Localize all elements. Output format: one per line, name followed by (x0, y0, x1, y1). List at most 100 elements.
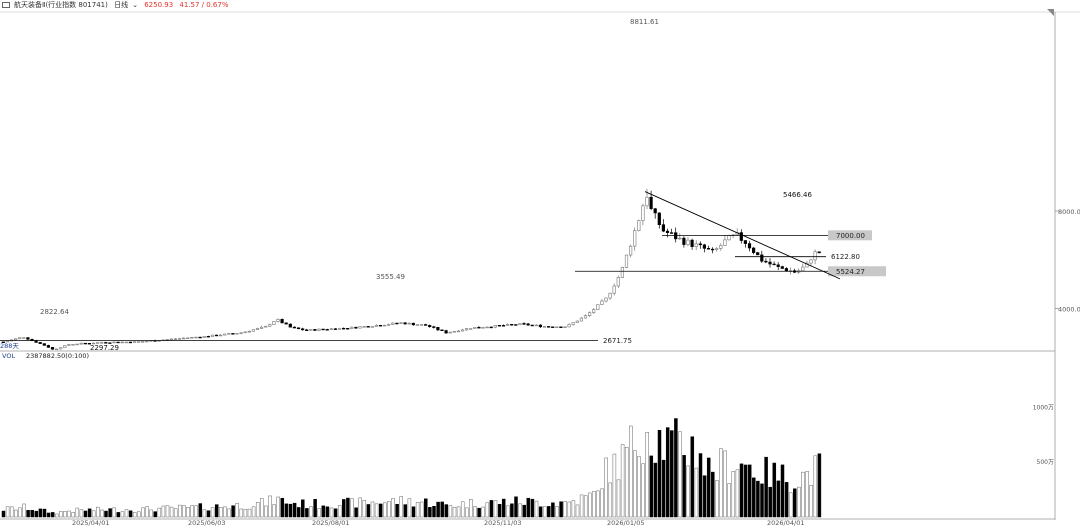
candlesticks (1, 188, 821, 351)
candle-body (583, 315, 588, 319)
volume-bar (592, 491, 596, 518)
time-axis-label: 2025/04/01 (72, 519, 109, 527)
volume-bar (788, 492, 793, 518)
volume-bar (30, 510, 34, 518)
volume-bar (518, 503, 522, 518)
volume-bar (801, 471, 805, 518)
candle-body (784, 268, 788, 272)
candle-body (706, 248, 711, 250)
candle-body (608, 292, 612, 299)
candle-body (575, 320, 579, 323)
volume-bar (604, 457, 608, 518)
candle-body (276, 319, 280, 322)
candle-body (104, 342, 108, 344)
candle-body (710, 248, 715, 251)
volume-bar (723, 450, 727, 518)
candle-body (366, 326, 370, 328)
time-axis-label: 2026/04/01 (767, 519, 804, 527)
candle-body (75, 343, 79, 346)
candle-body (694, 243, 698, 247)
volume-bar (571, 500, 576, 518)
volume-bar (702, 475, 707, 518)
candle-body (567, 324, 571, 328)
candle-body (202, 335, 206, 338)
volume-bar (83, 510, 88, 518)
volume-bar (391, 498, 395, 518)
price-tick-label: 8000.00 (1058, 208, 1080, 216)
volume-bar (42, 508, 47, 518)
price-change: 41.57 / 0.67% (179, 1, 229, 9)
candle-body (723, 239, 727, 246)
volume-bar (784, 482, 789, 518)
candle-body (259, 326, 264, 329)
candle-body (341, 327, 346, 330)
extreme-label: 2297.29 (90, 344, 119, 352)
candle-body (378, 325, 383, 327)
volume-bar (186, 507, 190, 518)
candle-body (251, 329, 256, 332)
volume-bar (510, 503, 514, 518)
volume-bar (497, 504, 502, 518)
volume-bar (805, 471, 809, 518)
candle-body (116, 341, 120, 344)
candle-body (137, 341, 141, 343)
volume-bar (752, 477, 756, 518)
volume-bar (706, 457, 711, 518)
volume-bar (169, 506, 174, 518)
candle-body (415, 324, 420, 326)
level-label: 5524.27 (836, 268, 865, 276)
candle-body (239, 332, 243, 334)
menu-icon[interactable] (2, 2, 10, 8)
candle-body (686, 239, 690, 245)
candle-body (698, 243, 702, 246)
candle-body (96, 342, 100, 344)
volume-bar (223, 506, 227, 518)
volume-bar (711, 471, 715, 518)
volume-bar (321, 505, 326, 518)
candle-body (321, 328, 325, 331)
volume-bar (157, 507, 162, 518)
volume-bar (251, 506, 256, 518)
volume-bar (116, 512, 121, 518)
volume-bar (555, 506, 559, 518)
volume-bar (104, 510, 108, 518)
period-selector[interactable]: 日线 (114, 1, 129, 9)
volume-bar (559, 501, 563, 518)
volume-bar (657, 429, 662, 518)
candle-body (579, 317, 583, 322)
volume-bar (87, 508, 92, 518)
candle-body (284, 322, 288, 325)
volume-bar (579, 494, 584, 518)
volume-bar (214, 504, 219, 518)
volume-bar (522, 504, 526, 518)
volume-bar (239, 508, 244, 518)
volume-bar (485, 502, 490, 518)
candle-body (272, 321, 276, 325)
candle-body (489, 326, 493, 329)
volume-bar (67, 510, 71, 518)
volume-bar (460, 501, 465, 518)
candle-body (768, 261, 772, 265)
volume-bar (50, 512, 55, 518)
volume-bar (395, 503, 399, 518)
volume-bar (358, 497, 362, 518)
volume-bar (768, 486, 772, 518)
volume-bar (440, 501, 444, 518)
volume-bar (219, 506, 223, 518)
candle-body (317, 328, 321, 331)
volume-bar (739, 463, 744, 518)
volume-bar (633, 450, 637, 518)
volume-bar (5, 506, 10, 518)
volume-bar (399, 496, 403, 518)
volume-bar (407, 498, 412, 518)
candle-body (612, 285, 616, 294)
candle-body (112, 341, 116, 344)
volume-bar (452, 506, 457, 518)
candle-body (227, 333, 231, 335)
chevron-down-icon[interactable]: ⌄ (132, 1, 138, 9)
volume-bar (542, 506, 547, 518)
volume-bar (165, 505, 170, 518)
volume-bar (387, 501, 391, 518)
level-label: 7000.00 (836, 232, 865, 240)
